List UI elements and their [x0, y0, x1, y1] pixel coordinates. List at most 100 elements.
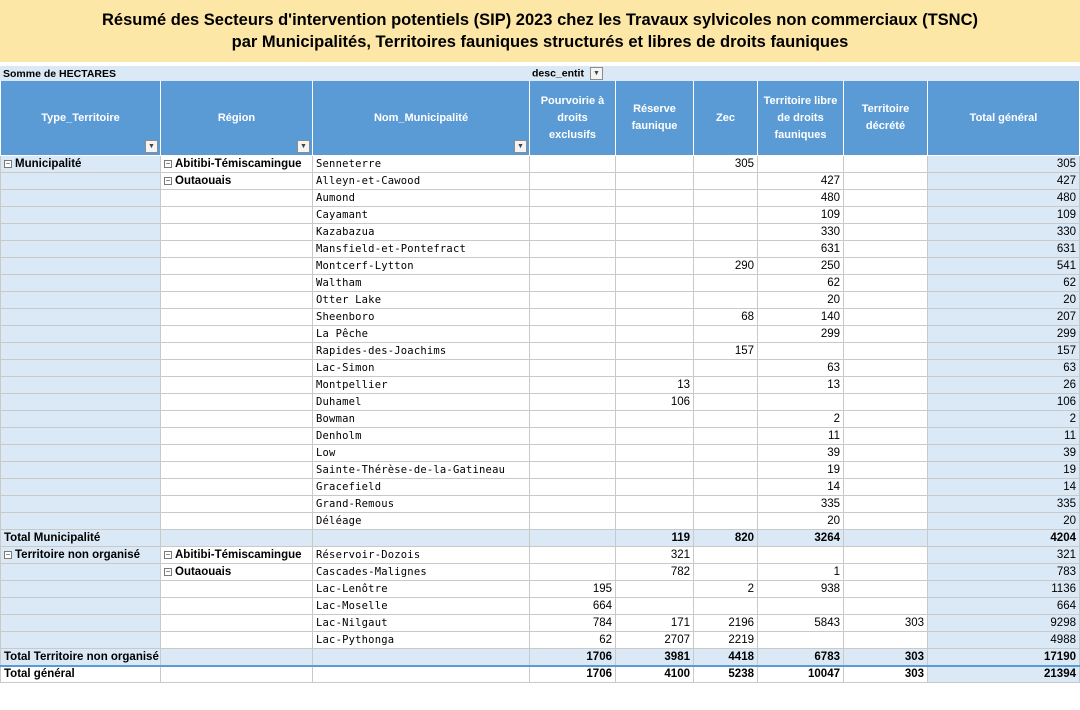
- cell-municipalite[interactable]: Réservoir-Dozois: [312, 546, 530, 564]
- column-filter-dropdown-icon[interactable]: ▼: [589, 67, 603, 80]
- cell-type-territoire[interactable]: [0, 308, 161, 326]
- cell-value-c5[interactable]: [843, 597, 928, 615]
- cell-total[interactable]: 305: [927, 155, 1080, 173]
- cell-value-c3[interactable]: [693, 461, 758, 479]
- cell-value-c3[interactable]: 290: [693, 257, 758, 275]
- cell-region[interactable]: [160, 359, 313, 377]
- cell-value-c2[interactable]: 782: [615, 563, 694, 581]
- cell-type-territoire[interactable]: [0, 359, 161, 377]
- cell-value-c5[interactable]: [843, 410, 928, 428]
- total-value-general[interactable]: 4204: [927, 529, 1080, 547]
- cell-value-c1[interactable]: 62: [529, 631, 616, 649]
- cell-total[interactable]: 631: [927, 240, 1080, 258]
- cell-value-c5[interactable]: [843, 359, 928, 377]
- cell-value-c5[interactable]: [843, 257, 928, 275]
- cell-value-c1[interactable]: [529, 546, 616, 564]
- cell-empty-municipalite[interactable]: [312, 529, 530, 547]
- collapse-icon[interactable]: −: [164, 549, 172, 559]
- cell-value-c4[interactable]: 299: [757, 325, 844, 343]
- cell-region[interactable]: [160, 240, 313, 258]
- total-value-c4[interactable]: 10047: [757, 664, 844, 683]
- cell-type-territoire[interactable]: [0, 393, 161, 411]
- cell-value-c1[interactable]: [529, 172, 616, 190]
- cell-total[interactable]: 20: [927, 291, 1080, 309]
- cell-type-territoire[interactable]: [0, 240, 161, 258]
- cell-value-c4[interactable]: 5843: [757, 614, 844, 632]
- cell-value-c4[interactable]: 631: [757, 240, 844, 258]
- cell-municipalite[interactable]: Lac-Nilgaut: [312, 614, 530, 632]
- cell-type-territoire[interactable]: [0, 223, 161, 241]
- total-value-c4[interactable]: 3264: [757, 529, 844, 547]
- cell-value-c2[interactable]: 13: [615, 376, 694, 394]
- cell-empty-municipalite[interactable]: [312, 664, 530, 683]
- cell-municipalite[interactable]: Denholm: [312, 427, 530, 445]
- cell-municipalite[interactable]: Alleyn-et-Cawood: [312, 172, 530, 190]
- cell-value-c2[interactable]: 171: [615, 614, 694, 632]
- cell-region[interactable]: [160, 444, 313, 462]
- cell-total[interactable]: 783: [927, 563, 1080, 581]
- cell-value-c2[interactable]: 321: [615, 546, 694, 564]
- cell-total[interactable]: 26: [927, 376, 1080, 394]
- cell-type-territoire[interactable]: [0, 342, 161, 360]
- cell-total[interactable]: 207: [927, 308, 1080, 326]
- cell-value-c2[interactable]: [615, 325, 694, 343]
- cell-value-c4[interactable]: 480: [757, 189, 844, 207]
- cell-value-c4[interactable]: [757, 393, 844, 411]
- cell-value-c2[interactable]: 2707: [615, 631, 694, 649]
- cell-municipalite[interactable]: Bowman: [312, 410, 530, 428]
- column-field-cell[interactable]: desc_entit ▼: [529, 66, 694, 81]
- cell-value-c3[interactable]: [693, 546, 758, 564]
- cell-value-c1[interactable]: [529, 240, 616, 258]
- cell-value-c3[interactable]: [693, 512, 758, 530]
- cell-value-c4[interactable]: 20: [757, 512, 844, 530]
- cell-value-c4[interactable]: 19: [757, 461, 844, 479]
- cell-total[interactable]: 11: [927, 427, 1080, 445]
- total-value-general[interactable]: 17190: [927, 648, 1080, 666]
- cell-value-c5[interactable]: [843, 240, 928, 258]
- cell-type-territoire[interactable]: [0, 427, 161, 445]
- cell-type-territoire[interactable]: [0, 291, 161, 309]
- cell-type-territoire[interactable]: [0, 274, 161, 292]
- cell-total[interactable]: 157: [927, 342, 1080, 360]
- cell-value-c5[interactable]: [843, 308, 928, 326]
- cell-total[interactable]: 541: [927, 257, 1080, 275]
- cell-municipalite[interactable]: Mansfield-et-Pontefract: [312, 240, 530, 258]
- cell-value-c1[interactable]: [529, 359, 616, 377]
- cell-value-c4[interactable]: [757, 155, 844, 173]
- cell-value-c2[interactable]: [615, 461, 694, 479]
- cell-type-territoire[interactable]: [0, 325, 161, 343]
- cell-value-c1[interactable]: [529, 376, 616, 394]
- cell-value-c4[interactable]: 109: [757, 206, 844, 224]
- cell-type-territoire[interactable]: [0, 461, 161, 479]
- cell-total[interactable]: 427: [927, 172, 1080, 190]
- cell-total[interactable]: 63: [927, 359, 1080, 377]
- cell-type-territoire[interactable]: [0, 172, 161, 190]
- cell-total[interactable]: 39: [927, 444, 1080, 462]
- cell-type-territoire[interactable]: [0, 257, 161, 275]
- cell-municipalite[interactable]: Cayamant: [312, 206, 530, 224]
- total-value-general[interactable]: 21394: [927, 664, 1080, 683]
- cell-value-c4[interactable]: [757, 342, 844, 360]
- region-filter-dropdown-icon[interactable]: ▼: [297, 140, 310, 153]
- cell-region[interactable]: [160, 427, 313, 445]
- total-value-c5[interactable]: 303: [843, 664, 928, 683]
- cell-value-c2[interactable]: [615, 478, 694, 496]
- cell-municipalite[interactable]: Lac-Lenôtre: [312, 580, 530, 598]
- cell-region[interactable]: [160, 189, 313, 207]
- cell-value-c3[interactable]: [693, 478, 758, 496]
- cell-value-c3[interactable]: [693, 495, 758, 513]
- cell-value-c4[interactable]: 13: [757, 376, 844, 394]
- cell-value-c3[interactable]: 2: [693, 580, 758, 598]
- cell-region[interactable]: [160, 206, 313, 224]
- cell-municipalite[interactable]: Duhamel: [312, 393, 530, 411]
- cell-value-c2[interactable]: [615, 597, 694, 615]
- cell-value-c1[interactable]: [529, 512, 616, 530]
- cell-value-c5[interactable]: [843, 546, 928, 564]
- cell-value-c5[interactable]: [843, 393, 928, 411]
- cell-municipalite[interactable]: Otter Lake: [312, 291, 530, 309]
- cell-region[interactable]: [160, 308, 313, 326]
- cell-value-c2[interactable]: [615, 206, 694, 224]
- cell-value-c3[interactable]: [693, 410, 758, 428]
- cell-region[interactable]: [160, 478, 313, 496]
- cell-value-c4[interactable]: 335: [757, 495, 844, 513]
